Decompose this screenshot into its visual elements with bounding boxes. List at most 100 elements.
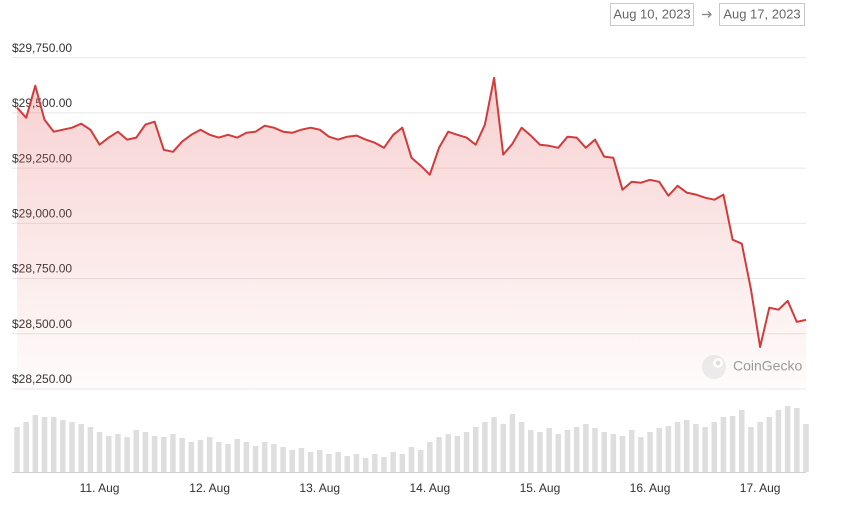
volume-bar (188, 442, 195, 472)
volume-bar (794, 408, 800, 472)
volume-bar (408, 447, 415, 472)
volume-bar (261, 442, 268, 472)
volume-bar (436, 437, 442, 472)
volume-bar (252, 446, 259, 472)
volume-bar (197, 440, 204, 472)
volume-bar (234, 439, 240, 472)
volume-bar (445, 434, 451, 472)
volume-bar (518, 422, 525, 472)
volume-bar (619, 436, 626, 472)
volume-bar (206, 437, 213, 472)
volume-bar (509, 414, 516, 472)
volume-bar (289, 450, 295, 472)
volume-bar (693, 424, 699, 472)
volume-bar (353, 454, 360, 472)
x-tick-label: 15. Aug (520, 481, 561, 495)
volume-bar (491, 417, 497, 472)
volume-bar (390, 452, 396, 472)
volume-bar (739, 410, 745, 472)
volume-bar (601, 432, 607, 472)
volume-bar (729, 416, 736, 472)
volume-bar (482, 422, 488, 472)
volume-bar (775, 410, 782, 472)
volume-bar (69, 422, 75, 472)
x-tick-label: 12. Aug (189, 481, 230, 495)
volume-bar (720, 417, 727, 472)
volume-bar (307, 452, 314, 472)
volume-bar (583, 424, 589, 472)
volume-bar (573, 427, 580, 472)
volume-bar (60, 420, 66, 472)
y-tick-label: $29,750.00 (12, 41, 72, 55)
volume-bar (381, 457, 387, 472)
volume-bar (105, 436, 112, 472)
price (16, 76, 807, 390)
volume-bar (702, 427, 708, 472)
volume (14, 406, 809, 472)
volume-bar (78, 424, 84, 472)
volume-bar (179, 438, 185, 472)
volume-bar (344, 456, 351, 472)
volume-bar (665, 426, 672, 472)
volume-bar (23, 422, 29, 472)
volume-bar (41, 417, 48, 472)
volume-bar (555, 434, 562, 472)
x-tick-label: 14. Aug (409, 481, 450, 495)
volume-bar (711, 422, 718, 472)
x-tick-label: 17. Aug (740, 481, 781, 495)
volume-bar (280, 447, 286, 472)
volume-bar (472, 427, 479, 472)
volume-bar (317, 450, 323, 472)
y-tick-label: $29,500.00 (12, 96, 72, 110)
volume-bar (537, 432, 543, 472)
volume-bar (225, 444, 231, 472)
volume-bar (592, 428, 598, 472)
date-from[interactable]: Aug 10, 2023 (613, 6, 690, 21)
volume-bar (417, 450, 424, 472)
date-to[interactable]: Aug 17, 2023 (723, 6, 800, 21)
volume-bar (326, 454, 332, 472)
volume-bar (124, 437, 130, 472)
volume-bar (638, 437, 644, 472)
volume-bar (399, 454, 406, 472)
volume-bar (372, 454, 378, 472)
volume-bar (50, 417, 57, 472)
arrow-icon (702, 11, 712, 18)
volume-bar (546, 428, 552, 472)
volume-bar (32, 415, 39, 472)
watermark: CoinGecko (733, 358, 802, 374)
volume-bar (610, 434, 617, 472)
date-to-box[interactable] (719, 3, 805, 26)
volume-bar (427, 442, 433, 472)
volume-bar (683, 420, 690, 472)
x-tick-label: 13. Aug (299, 481, 340, 495)
volume-bar (528, 430, 534, 472)
volume-bar (115, 434, 121, 472)
volume-bar (133, 430, 140, 472)
volume-bar (748, 427, 754, 472)
volume-bar (463, 432, 470, 472)
volume-bar (757, 422, 763, 472)
volume-bar (766, 417, 773, 472)
date-from-box[interactable] (610, 3, 694, 26)
volume-bar (87, 427, 94, 472)
volume-bar (454, 436, 461, 472)
volume-bar (500, 424, 506, 472)
volume-bar (674, 422, 681, 472)
volume-bar (142, 432, 149, 472)
volume-bar (647, 432, 653, 472)
volume-bar (803, 424, 809, 472)
volume-bar (335, 452, 341, 472)
volume-bar (96, 432, 103, 472)
volume-bar (564, 430, 571, 472)
volume-bar (628, 430, 635, 472)
price-area (17, 77, 806, 390)
volume-bar (298, 448, 305, 472)
price-line (16, 76, 807, 348)
watermark-logo (702, 355, 726, 379)
volume-bar (243, 442, 250, 472)
volume-bar (170, 434, 176, 472)
volume-bar (151, 436, 158, 472)
volume-bar (656, 428, 662, 472)
